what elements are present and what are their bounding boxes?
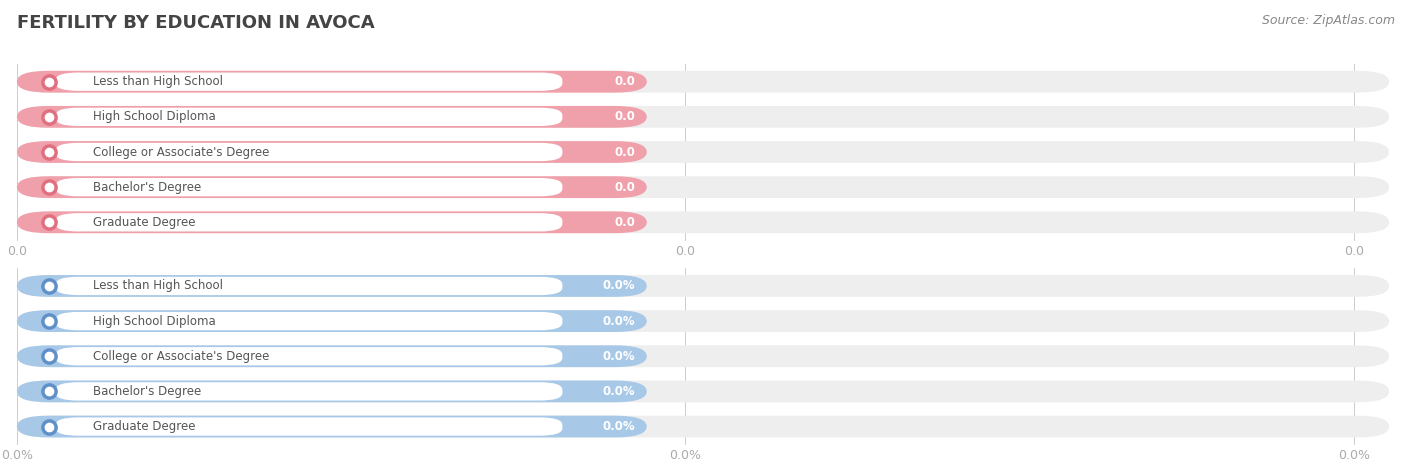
- Text: 0.0%: 0.0%: [603, 279, 636, 293]
- FancyBboxPatch shape: [17, 71, 647, 93]
- Text: 0.0: 0.0: [614, 145, 636, 159]
- Text: 0.0%: 0.0%: [669, 449, 702, 462]
- FancyBboxPatch shape: [56, 347, 562, 365]
- Text: Less than High School: Less than High School: [93, 75, 222, 88]
- Text: Bachelor's Degree: Bachelor's Degree: [93, 385, 201, 398]
- Text: 0.0: 0.0: [675, 245, 696, 257]
- FancyBboxPatch shape: [56, 312, 562, 330]
- Text: College or Associate's Degree: College or Associate's Degree: [93, 350, 269, 363]
- Text: 0.0%: 0.0%: [603, 314, 636, 328]
- FancyBboxPatch shape: [17, 380, 647, 402]
- FancyBboxPatch shape: [17, 211, 1389, 233]
- FancyBboxPatch shape: [17, 345, 1389, 367]
- Text: 0.0: 0.0: [614, 180, 636, 194]
- Text: 0.0%: 0.0%: [603, 350, 636, 363]
- FancyBboxPatch shape: [17, 141, 647, 163]
- Text: Source: ZipAtlas.com: Source: ZipAtlas.com: [1261, 14, 1395, 27]
- FancyBboxPatch shape: [17, 106, 647, 128]
- Text: 0.0%: 0.0%: [603, 420, 636, 433]
- FancyBboxPatch shape: [56, 178, 562, 196]
- Text: FERTILITY BY EDUCATION IN AVOCA: FERTILITY BY EDUCATION IN AVOCA: [17, 14, 374, 32]
- Text: Bachelor's Degree: Bachelor's Degree: [93, 180, 201, 194]
- FancyBboxPatch shape: [56, 382, 562, 400]
- FancyBboxPatch shape: [17, 275, 1389, 297]
- Text: 0.0: 0.0: [7, 245, 27, 257]
- Text: High School Diploma: High School Diploma: [93, 110, 215, 124]
- Text: 0.0: 0.0: [614, 216, 636, 229]
- Text: Graduate Degree: Graduate Degree: [93, 420, 195, 433]
- FancyBboxPatch shape: [17, 310, 647, 332]
- FancyBboxPatch shape: [17, 275, 647, 297]
- FancyBboxPatch shape: [56, 73, 562, 91]
- Text: Less than High School: Less than High School: [93, 279, 222, 293]
- Text: Graduate Degree: Graduate Degree: [93, 216, 195, 229]
- FancyBboxPatch shape: [17, 310, 1389, 332]
- Text: 0.0: 0.0: [1344, 245, 1364, 257]
- FancyBboxPatch shape: [17, 71, 1389, 93]
- FancyBboxPatch shape: [56, 213, 562, 231]
- FancyBboxPatch shape: [17, 106, 1389, 128]
- Text: 0.0%: 0.0%: [1339, 449, 1369, 462]
- Text: 0.0%: 0.0%: [1, 449, 32, 462]
- FancyBboxPatch shape: [56, 418, 562, 436]
- FancyBboxPatch shape: [17, 176, 1389, 198]
- FancyBboxPatch shape: [17, 416, 1389, 437]
- Text: College or Associate's Degree: College or Associate's Degree: [93, 145, 269, 159]
- Text: 0.0%: 0.0%: [603, 385, 636, 398]
- FancyBboxPatch shape: [17, 345, 647, 367]
- FancyBboxPatch shape: [17, 380, 1389, 402]
- Text: 0.0: 0.0: [614, 75, 636, 88]
- FancyBboxPatch shape: [17, 141, 1389, 163]
- Text: High School Diploma: High School Diploma: [93, 314, 215, 328]
- Text: 0.0: 0.0: [614, 110, 636, 124]
- FancyBboxPatch shape: [17, 416, 647, 437]
- FancyBboxPatch shape: [56, 108, 562, 126]
- FancyBboxPatch shape: [56, 277, 562, 295]
- FancyBboxPatch shape: [56, 143, 562, 161]
- FancyBboxPatch shape: [17, 211, 647, 233]
- FancyBboxPatch shape: [17, 176, 647, 198]
